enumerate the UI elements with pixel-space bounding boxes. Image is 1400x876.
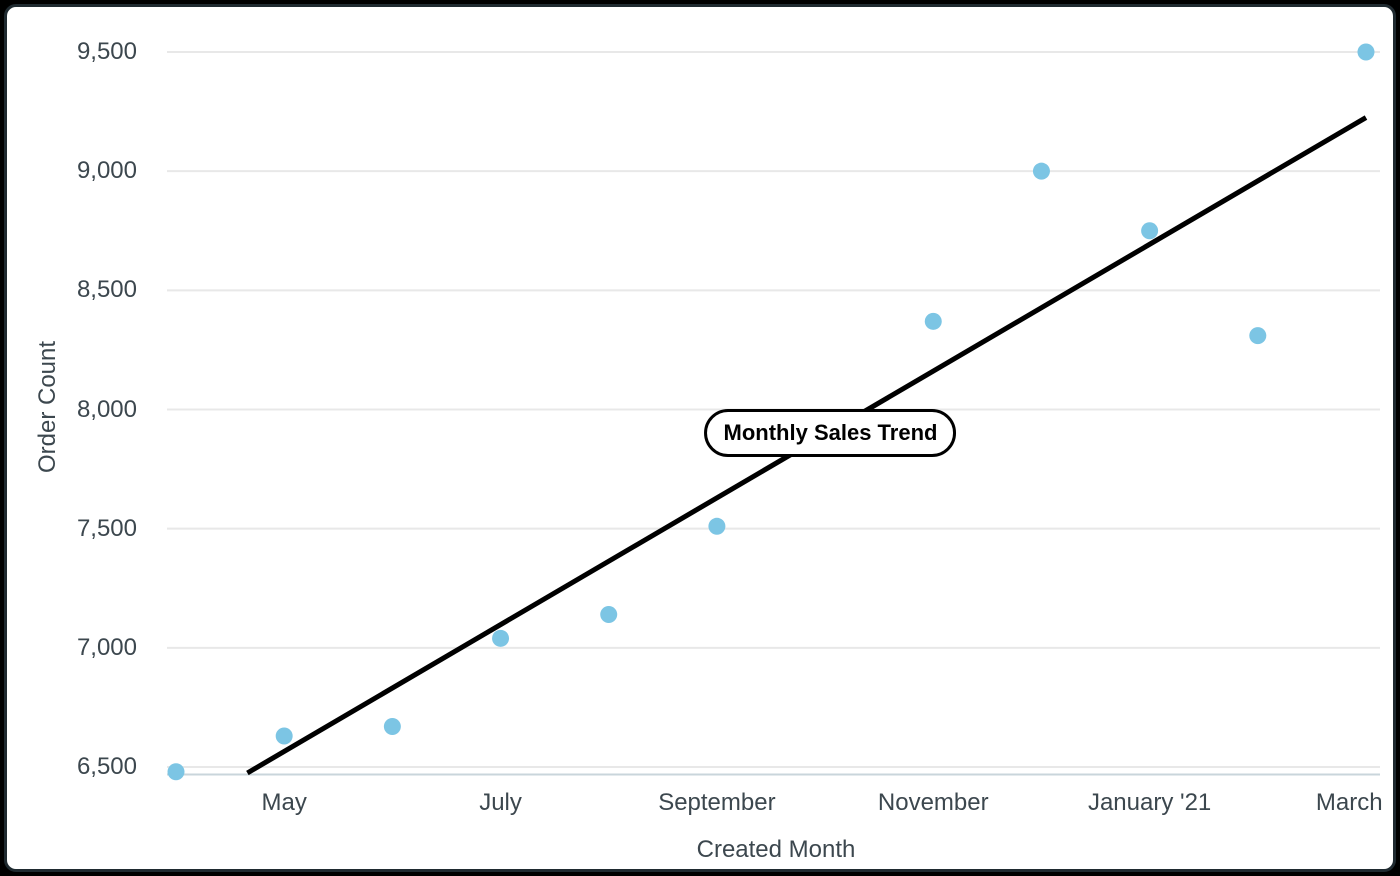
data-point[interactable] bbox=[924, 312, 942, 330]
data-point[interactable] bbox=[1357, 43, 1375, 61]
y-tick-label: 8,500 bbox=[76, 276, 137, 304]
data-point[interactable] bbox=[1141, 222, 1159, 240]
data-point[interactable] bbox=[1249, 327, 1267, 345]
data-point[interactable] bbox=[275, 727, 293, 745]
y-tick-label: 6,500 bbox=[76, 753, 137, 781]
y-tick-label: 9,000 bbox=[76, 157, 137, 185]
data-point[interactable] bbox=[492, 629, 510, 647]
y-tick-label: 9,500 bbox=[76, 38, 137, 65]
x-tick-label: September bbox=[658, 789, 776, 816]
data-point[interactable] bbox=[167, 763, 185, 781]
x-tick-label: January '21 bbox=[1087, 789, 1212, 816]
x-tick-label: July bbox=[479, 789, 522, 816]
data-point[interactable] bbox=[383, 718, 401, 736]
x-tick-label: March bbox=[1315, 789, 1383, 816]
x-tick-label: November bbox=[877, 789, 989, 816]
chart-panel bbox=[4, 4, 1396, 872]
trend-annotation-label: Monthly Sales Trend bbox=[704, 409, 957, 458]
data-point[interactable] bbox=[1032, 162, 1050, 180]
y-tick-label: 7,000 bbox=[76, 633, 137, 661]
y-tick-label: 8,000 bbox=[76, 395, 137, 423]
data-point[interactable] bbox=[600, 605, 618, 623]
x-tick-label: May bbox=[261, 789, 307, 816]
y-tick-label: 7,500 bbox=[76, 514, 137, 542]
data-point[interactable] bbox=[708, 517, 726, 535]
x-axis-title: Created Month bbox=[696, 836, 856, 863]
